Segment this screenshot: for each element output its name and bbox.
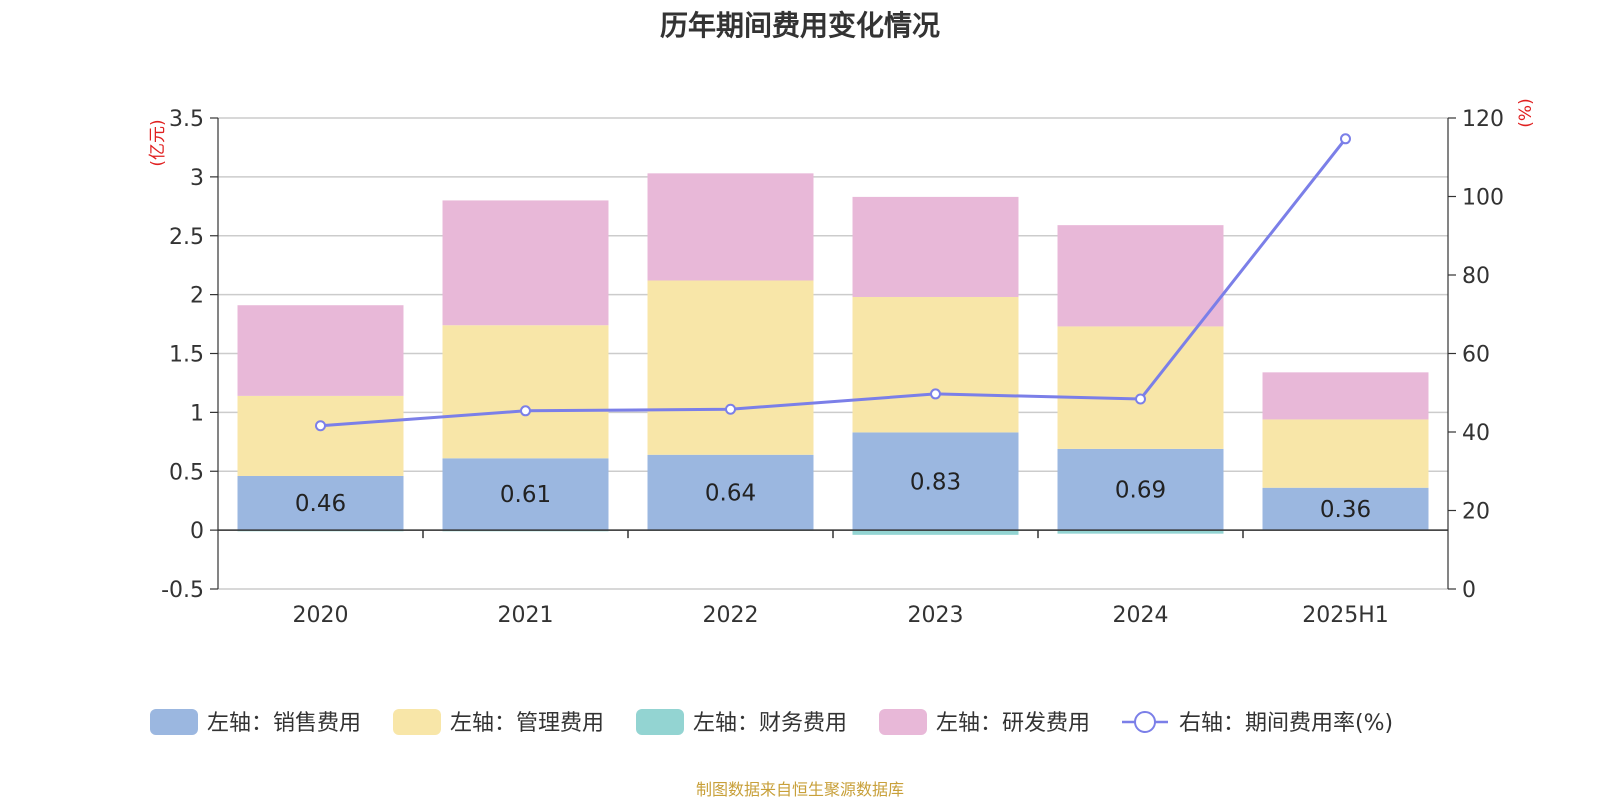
left-tick-label: 1 [190,401,204,426]
legend-label: 左轴：管理费用 [450,711,604,736]
legend-swatch [150,709,198,735]
left-tick-label: 0 [190,519,204,544]
bar-segment [647,280,814,455]
right-tick-label: 40 [1462,421,1490,446]
bar-segment [852,530,1019,535]
left-tick-label: 3 [190,166,204,191]
bar-segment [852,296,1019,433]
data-label: 0.61 [500,482,551,508]
bar-segment [442,200,609,326]
legend-swatch-marker [1134,711,1156,733]
chart-title: 历年期间费用变化情况 [659,9,940,42]
legend-swatch [393,709,441,735]
left-tick-label: 2 [190,284,204,309]
source-note: 制图数据来自恒生聚源数据库 [695,780,904,799]
data-label: 0.83 [910,469,961,495]
right-tick-label: 100 [1462,186,1504,211]
bar-segment [1057,530,1224,534]
data-label: 0.69 [1115,478,1166,504]
legend-swatch [636,709,684,735]
category-label: 2021 [498,603,554,628]
left-tick-label: -0.5 [161,578,204,603]
bar-segment [442,458,609,531]
legend-label: 左轴：研发费用 [936,711,1090,736]
category-label: 2023 [908,603,964,628]
rate-point [315,420,326,432]
category-label: 2020 [293,603,349,628]
rate-point [1340,133,1351,145]
right-tick-label: 20 [1462,500,1490,525]
left-tick-label: 3.5 [169,107,204,132]
bar-segment [1057,326,1224,449]
data-label: 0.36 [1320,497,1371,523]
bar-segment [237,305,404,396]
bar-segment [237,395,404,476]
left-tick-label: 0.5 [169,460,204,485]
bar-segment [237,475,404,531]
right-tick-label: 120 [1462,107,1504,132]
legend-label: 左轴：销售费用 [207,711,361,736]
left-tick-label: 1.5 [169,343,204,368]
bar-segment [852,432,1019,531]
legend-swatch [879,709,927,735]
bar-segment [442,325,609,459]
bar-segment [1262,419,1429,488]
category-label: 2024 [1113,603,1169,628]
right-tick-label: 0 [1462,578,1476,603]
rate-point [725,403,736,415]
left-tick-label: 2.5 [169,225,204,250]
rate-point [930,388,941,400]
legend-label: 左轴：财务费用 [693,711,847,736]
rate-line [320,137,1347,428]
bar-segment [1057,448,1224,531]
bar-segment [1057,225,1224,327]
left-axis-unit: (亿元) [148,119,168,166]
bar-segment [647,173,814,281]
category-label: 2022 [703,603,759,628]
rate-point [520,405,531,417]
category-label: 2025H1 [1302,603,1389,628]
bar-segment [647,454,814,531]
right-tick-label: 60 [1462,343,1490,368]
rate-point [1135,393,1146,405]
legend-label: 右轴：期间费用率(%) [1179,711,1393,736]
bar-segment [1262,372,1429,420]
right-tick-label: 80 [1462,264,1490,289]
data-label: 0.46 [295,491,346,517]
bar-segment [1262,487,1429,531]
data-label: 0.64 [705,480,756,506]
bar-segment [852,196,1019,297]
right-axis-unit: (%) [1516,98,1536,127]
